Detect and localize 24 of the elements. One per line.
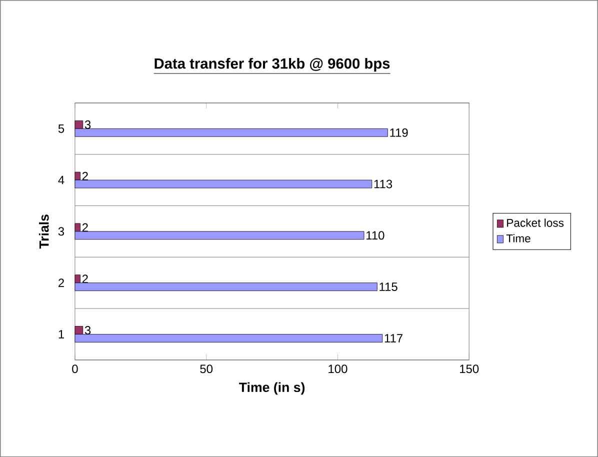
y-tick-label: 5 <box>58 124 64 133</box>
data-label: 3 <box>84 120 91 129</box>
legend-label: Packet loss <box>507 218 564 227</box>
data-label: 110 <box>366 231 384 240</box>
data-label: 119 <box>390 128 408 137</box>
data-label: 117 <box>384 334 402 342</box>
y-tick-label: 1 <box>58 330 64 338</box>
chart-title: Data transfer for 31kb @ 9600 bps <box>154 58 390 72</box>
x-tick-label: 150 <box>460 364 479 374</box>
data-label: 2 <box>82 172 88 180</box>
y-axis-title: Trials <box>39 214 49 249</box>
y-tick-label: 4 <box>58 176 64 184</box>
data-label: 2 <box>82 274 88 283</box>
y-tick-label: 2 <box>58 278 64 287</box>
data-label: 3 <box>84 326 91 334</box>
x-axis-title: Time (in s) <box>239 382 305 395</box>
x-tick-label: 0 <box>72 364 78 374</box>
y-tick-label: 3 <box>58 227 64 236</box>
x-tick-label: 100 <box>328 364 348 374</box>
data-label: 113 <box>374 180 392 188</box>
data-label: 115 <box>380 282 398 291</box>
data-label: 2 <box>82 223 88 232</box>
x-tick-label: 50 <box>200 364 213 374</box>
legend-label: Time <box>506 234 530 242</box>
